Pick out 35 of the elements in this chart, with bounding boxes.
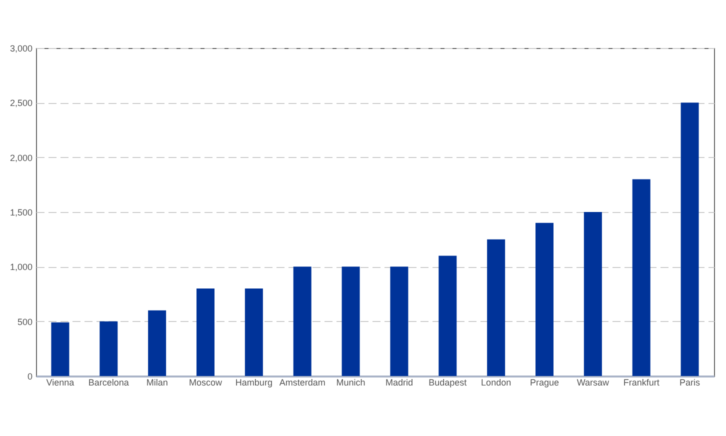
x-tick-label: Milan — [146, 378, 168, 388]
bar — [438, 256, 457, 376]
x-tick-label: Munich — [336, 378, 366, 388]
y-tick-label: 2,000 — [10, 152, 32, 163]
bar — [584, 212, 602, 376]
bar — [632, 179, 650, 376]
bar — [148, 310, 166, 376]
x-tick-label: Moscow — [188, 378, 222, 388]
x-tick-label: Warsaw — [576, 378, 610, 388]
x-tick-label: Frankfurt — [623, 378, 660, 388]
x-tick-label: Vienna — [46, 378, 74, 388]
bar — [680, 102, 699, 376]
y-tick-label: 0 — [27, 372, 32, 382]
bar — [293, 266, 312, 376]
y-tick-label: 2,500 — [10, 98, 32, 108]
x-tick-label: London — [481, 378, 512, 388]
bar — [51, 322, 70, 376]
bar — [536, 222, 554, 376]
x-tick-label: Budapest — [428, 378, 468, 388]
x-tick-label: Hamburg — [235, 378, 272, 388]
x-tick-label: Amsterdam — [279, 378, 326, 388]
x-tick-label: Madrid — [385, 378, 413, 388]
y-tick-label: 1,500 — [10, 208, 32, 218]
bar — [196, 288, 214, 376]
bar — [100, 321, 118, 376]
bar — [342, 266, 360, 376]
bar — [487, 239, 506, 376]
y-tick-label: 3,000 — [10, 44, 32, 54]
bar — [390, 266, 408, 376]
y-tick-label: 500 — [17, 316, 32, 327]
x-tick-label: Prague — [530, 378, 560, 388]
bar — [244, 288, 263, 376]
y-tick-label: 1,000 — [10, 262, 32, 272]
x-tick-label: Paris — [680, 378, 701, 388]
x-tick-label: Barcelona — [88, 378, 129, 388]
